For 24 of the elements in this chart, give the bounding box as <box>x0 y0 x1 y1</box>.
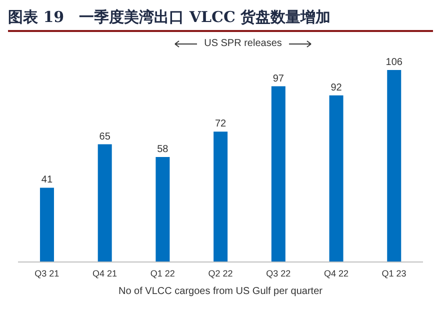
bar <box>40 188 54 262</box>
x-tick-label: Q4 21 <box>92 268 118 278</box>
data-label: 58 <box>157 144 169 155</box>
data-label: 97 <box>272 73 284 84</box>
x-tick-label: Q2 22 <box>208 268 233 278</box>
bar <box>387 70 402 262</box>
x-axis-title: No of VLCC cargoes from US Gulf per quarter <box>118 286 324 297</box>
data-label: 92 <box>330 82 342 94</box>
x-tick-label: Q1 23 <box>382 268 406 278</box>
x-tick-label: Q4 22 <box>324 268 348 278</box>
data-label: 65 <box>99 131 111 142</box>
x-tick-label: Q3 22 <box>266 268 291 278</box>
data-label: 106 <box>386 57 403 68</box>
bar <box>329 95 344 262</box>
bar <box>271 86 286 262</box>
bar <box>214 132 228 262</box>
data-label: 72 <box>214 118 227 130</box>
chart-title: 图表 19 一季度美湾出口 VLCC 货盘数量增加 <box>8 8 433 32</box>
bar <box>98 144 112 262</box>
x-tick-label: Q1 22 <box>150 268 175 278</box>
bar <box>156 156 170 262</box>
x-tick-label: Q3 21 <box>34 268 60 278</box>
data-label: 41 <box>41 174 53 186</box>
text: US SPR releases <box>204 38 282 49</box>
